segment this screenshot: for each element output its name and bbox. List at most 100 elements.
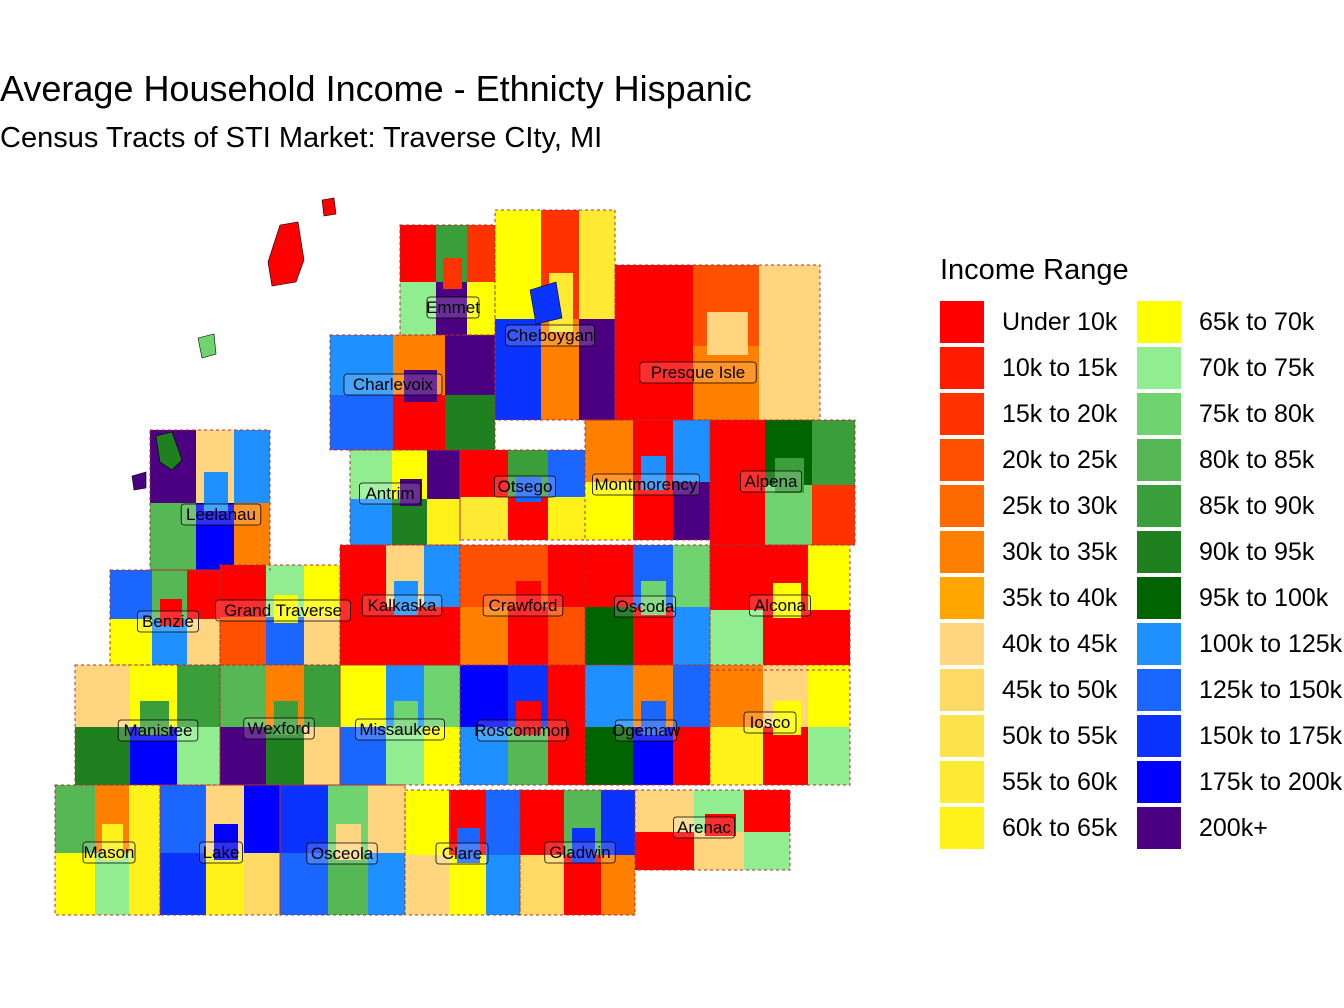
county-label-manistee: Manistee (117, 719, 199, 742)
legend-item: 15k to 20k (940, 393, 1117, 435)
county-label-clare: Clare (435, 842, 489, 865)
census-tract (710, 545, 763, 610)
census-tract (710, 420, 765, 485)
legend-item: Under 10k (940, 301, 1117, 343)
census-tract (710, 485, 765, 545)
census-tract (220, 565, 266, 617)
legend-label: 60k to 65k (1002, 813, 1118, 842)
census-tract (304, 617, 340, 665)
legend-swatch (1137, 531, 1181, 573)
census-tract (615, 265, 693, 346)
census-tract (280, 853, 328, 915)
bois-blanc-area (529, 281, 563, 325)
census-tract (548, 497, 585, 540)
county-label-box (740, 470, 803, 493)
census-tract (508, 727, 548, 785)
census-tract (160, 599, 182, 626)
county-name: Manistee (124, 721, 193, 740)
county-label-emmet: Emmet (426, 296, 480, 319)
legend-label: 75k to 80k (1199, 399, 1315, 428)
census-tract (328, 853, 368, 915)
legend-item: 75k to 80k (1137, 393, 1314, 435)
small-island (197, 333, 217, 359)
county-border (159, 784, 281, 916)
census-tract (759, 346, 820, 420)
census-tract (486, 790, 520, 855)
county-label-otsego: Otsego (493, 475, 556, 498)
county-border (149, 429, 271, 571)
county-border (584, 664, 711, 786)
legend-swatch (1137, 577, 1181, 619)
county-label-box (592, 473, 701, 496)
county-label-box (614, 595, 677, 618)
legend-title: Income Range (940, 254, 1129, 286)
legend-item: 150k to 175k (1137, 715, 1342, 757)
county-label-box (673, 816, 736, 839)
census-tract (633, 727, 673, 785)
county-label-box (199, 841, 243, 864)
county-name: Emmet (426, 298, 480, 317)
county-name: Gladwin (549, 843, 610, 862)
census-tract (234, 430, 270, 503)
census-tract (585, 665, 633, 727)
county-label-box (426, 296, 480, 319)
census-tract (508, 607, 548, 665)
county-label-box (743, 711, 797, 734)
county-name: Clare (442, 844, 483, 863)
census-tract (812, 485, 855, 545)
census-tract (393, 395, 445, 450)
county-name: Otsego (498, 477, 553, 496)
county-label-box (343, 373, 443, 396)
census-tract (673, 420, 710, 482)
census-tract (443, 258, 462, 289)
legend-item: 20k to 25k (940, 439, 1117, 481)
county-name: Missaukee (359, 720, 440, 739)
legend-swatch (1137, 393, 1181, 435)
county-name: Cheboygan (507, 326, 594, 345)
census-tract (635, 790, 694, 832)
census-tract (673, 482, 710, 540)
beaver-island (267, 221, 305, 287)
legend-label: 15k to 20k (1002, 399, 1118, 428)
county-border (584, 419, 711, 541)
county-label-box (749, 594, 812, 617)
county-label-ogemaw: Ogemaw (612, 719, 681, 742)
legend-item: 175k to 200k (1137, 761, 1342, 803)
census-tract (765, 485, 812, 545)
census-tract (633, 482, 673, 540)
census-tract (710, 665, 763, 727)
census-tract (340, 727, 386, 785)
census-tract (763, 610, 808, 670)
census-tract (110, 619, 152, 665)
legend-item: 40k to 45k (940, 623, 1117, 665)
legend-label: 20k to 25k (1002, 445, 1118, 474)
legend-item: 90k to 95k (1137, 531, 1314, 573)
legend-item: 95k to 100k (1137, 577, 1328, 619)
legend-item: 100k to 125k (1137, 623, 1342, 665)
census-tract (152, 619, 187, 665)
census-tract (585, 482, 633, 540)
census-tract (220, 617, 266, 665)
census-tract (460, 545, 508, 607)
census-tract (673, 727, 710, 785)
legend-swatch (1137, 439, 1181, 481)
county-borders (54, 209, 856, 916)
census-tract (541, 319, 579, 420)
legend-item: 45k to 50k (940, 669, 1117, 711)
legend-item: 10k to 15k (940, 347, 1117, 389)
legend-swatch (940, 577, 984, 619)
census-tract (467, 225, 495, 282)
census-tract (177, 665, 220, 727)
census-tract (460, 665, 508, 727)
legend-swatch (1137, 761, 1181, 803)
legend-label: 65k to 70k (1199, 307, 1315, 336)
census-tract (641, 701, 666, 735)
legend-label: 125k to 150k (1199, 675, 1343, 704)
census-tract (187, 619, 220, 665)
county-name: Grand Traverse (224, 601, 342, 620)
islands (131, 197, 563, 491)
county-label-box (82, 841, 136, 864)
legend-item: 60k to 65k (940, 807, 1117, 849)
legend-swatch (940, 623, 984, 665)
census-tract (304, 727, 340, 785)
